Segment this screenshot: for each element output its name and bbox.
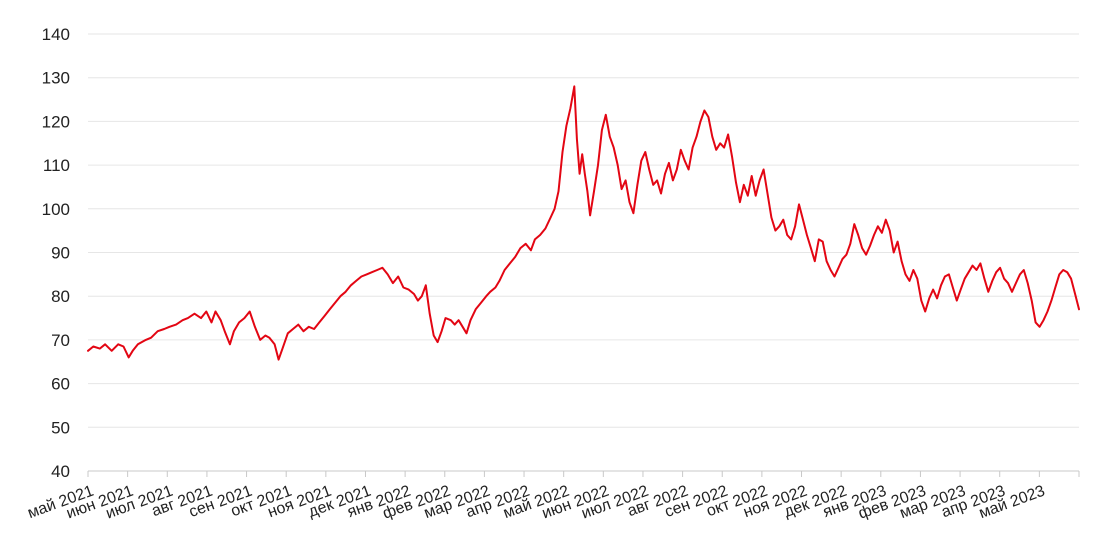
y-tick-label: 100 xyxy=(42,200,70,219)
y-tick-label: 60 xyxy=(51,375,70,394)
series-line xyxy=(87,85,1080,361)
y-tick-label: 50 xyxy=(51,418,70,437)
y-tick-label: 40 xyxy=(51,462,70,481)
y-tick-label: 130 xyxy=(42,69,70,88)
grid-layer xyxy=(88,33,1079,428)
y-tick-label: 90 xyxy=(51,244,70,263)
y-axis-tick-labels: 40 50 60 70 80 90 100 110 120 130 140 xyxy=(42,25,70,481)
y-tick-label: 120 xyxy=(42,112,70,131)
series-layer xyxy=(87,85,1080,361)
y-tick-label: 80 xyxy=(51,287,70,306)
y-tick-label: 70 xyxy=(51,331,70,350)
y-tick-label: 140 xyxy=(42,25,70,44)
y-tick-label: 110 xyxy=(43,156,70,175)
axis-layer xyxy=(87,470,1080,477)
